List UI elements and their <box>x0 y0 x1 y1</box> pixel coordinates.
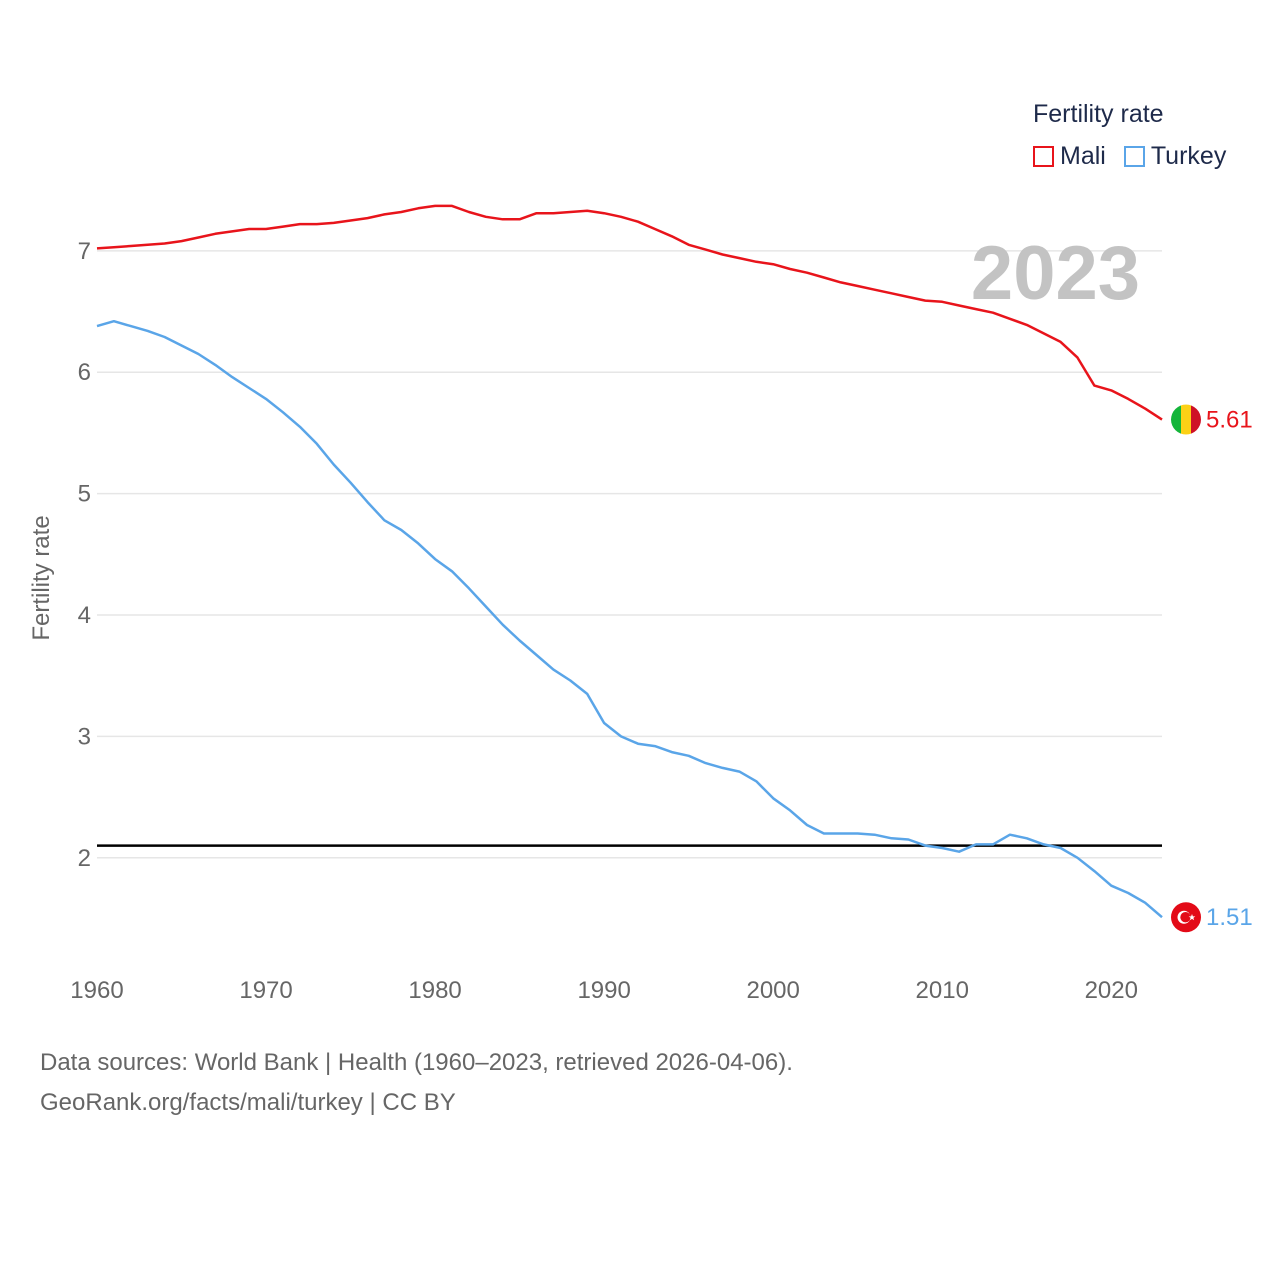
legend-label-turkey: Turkey <box>1150 142 1227 170</box>
end-value-label-mali: 5.61 <box>1206 407 1253 434</box>
data-sources-text: Data sources: World Bank | Health (1960–… <box>40 1049 793 1076</box>
legend-entry-mali[interactable]: Mali <box>1033 142 1106 171</box>
source-link[interactable]: GeoRank.org/facts/mali/turkey | CC BY <box>40 1089 456 1116</box>
x-tick-label: 2000 <box>746 977 799 1004</box>
x-tick-label: 1960 <box>70 977 123 1004</box>
footer: Data sources: World Bank | Health (1960–… <box>40 1043 793 1123</box>
end-value-label-turkey: 1.51 <box>1206 904 1253 931</box>
mali-flag-icon <box>1171 404 1201 435</box>
x-tick-label: 1980 <box>408 977 461 1004</box>
x-tick-label: 1990 <box>577 977 630 1004</box>
y-tick-label: 3 <box>78 723 91 750</box>
y-tick-label: 6 <box>78 359 91 386</box>
legend-title: Fertility rate <box>1033 100 1164 128</box>
series-line-turkey <box>96 319 1163 919</box>
turkey-flag-icon <box>1171 902 1201 933</box>
current-year-label: 2023 <box>970 231 1140 316</box>
series-line-mali <box>96 204 1163 421</box>
legend-swatch-mali <box>1033 146 1054 167</box>
x-tick-label: 2010 <box>916 977 969 1004</box>
y-tick-label: 5 <box>78 481 91 508</box>
y-tick-label: 4 <box>78 602 91 629</box>
y-axis-label: Fertility rate <box>28 515 55 641</box>
y-tick-label: 2 <box>78 845 91 872</box>
x-tick-label: 1970 <box>239 977 292 1004</box>
legend-entry-turkey[interactable]: Turkey <box>1123 142 1227 171</box>
legend: Mali Turkey <box>1033 142 1244 171</box>
legend-swatch-turkey <box>1123 146 1145 167</box>
legend-label-mali: Mali <box>1060 142 1106 170</box>
y-tick-label: 7 <box>78 238 91 265</box>
x-tick-label: 2020 <box>1085 977 1138 1004</box>
